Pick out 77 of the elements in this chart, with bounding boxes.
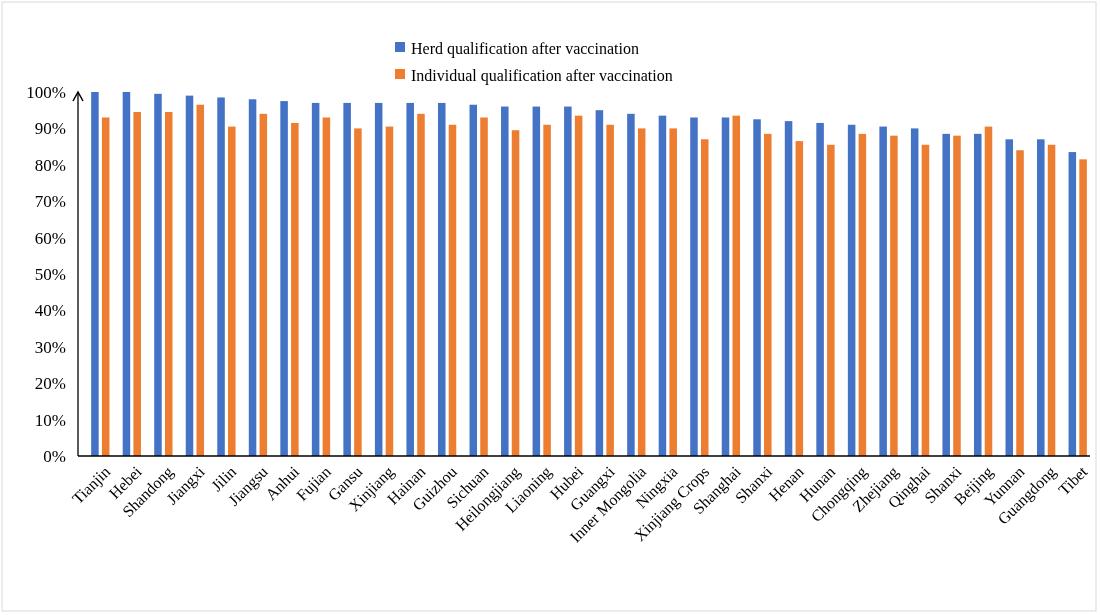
bar xyxy=(101,117,110,456)
bar xyxy=(291,122,299,456)
y-tick-label: 90% xyxy=(34,119,66,139)
bar xyxy=(816,122,824,456)
bar xyxy=(217,97,225,456)
bar xyxy=(511,130,520,456)
bar xyxy=(280,101,288,456)
bar xyxy=(669,128,677,456)
bar xyxy=(154,93,162,456)
bar xyxy=(448,124,457,456)
bar xyxy=(753,119,761,456)
y-tick-label: 50% xyxy=(34,264,66,284)
y-tick-label: 30% xyxy=(34,337,66,357)
bar xyxy=(1079,159,1087,456)
bar xyxy=(732,115,741,456)
bar xyxy=(501,106,509,456)
bar xyxy=(921,144,930,456)
y-tick-label: 70% xyxy=(34,192,66,212)
bar xyxy=(784,121,793,456)
y-tick-label: 0% xyxy=(43,446,66,466)
legend-label: Individual qualification after vaccination xyxy=(411,66,673,85)
bar xyxy=(658,115,667,456)
y-tick-label: 20% xyxy=(34,374,66,394)
bar xyxy=(721,117,730,456)
bar xyxy=(606,124,614,456)
bar xyxy=(543,124,551,456)
bar xyxy=(354,128,362,456)
bar xyxy=(627,113,635,456)
bar xyxy=(228,126,236,456)
bar xyxy=(595,110,604,456)
bar xyxy=(942,133,950,456)
bar xyxy=(1047,144,1056,456)
bar xyxy=(890,135,898,456)
y-tick-label: 80% xyxy=(34,155,66,175)
bar xyxy=(879,126,887,456)
bar xyxy=(374,102,383,456)
bar xyxy=(574,115,583,456)
bar xyxy=(690,117,698,456)
bar xyxy=(795,141,804,456)
bar xyxy=(1037,139,1045,456)
bar xyxy=(973,133,982,456)
bar xyxy=(417,113,425,456)
bar xyxy=(406,102,414,456)
bar xyxy=(847,124,856,456)
y-tick-label: 60% xyxy=(34,228,66,248)
bar xyxy=(196,104,205,456)
bar xyxy=(764,133,772,456)
bar xyxy=(564,106,572,456)
bar xyxy=(164,112,173,456)
bar xyxy=(700,139,709,456)
bar xyxy=(385,126,394,456)
bar xyxy=(343,102,351,456)
bar xyxy=(322,117,331,456)
bar xyxy=(910,128,919,456)
bar xyxy=(1005,139,1014,456)
bar xyxy=(984,126,993,456)
bar xyxy=(532,106,541,456)
bar xyxy=(311,102,320,456)
y-tick-label: 40% xyxy=(34,301,66,321)
bar xyxy=(185,95,194,456)
bar xyxy=(437,102,446,456)
bar xyxy=(91,92,99,456)
bar xyxy=(953,135,961,456)
bar xyxy=(637,128,646,456)
bar xyxy=(133,112,141,456)
bar xyxy=(480,117,488,456)
bar xyxy=(259,113,268,456)
y-tick-label: 100% xyxy=(26,82,66,102)
legend-label: Herd qualification after vaccination xyxy=(411,39,639,58)
bar xyxy=(1068,152,1077,456)
bar xyxy=(827,144,835,456)
bar xyxy=(469,104,478,456)
bar xyxy=(1016,150,1024,456)
bar xyxy=(122,92,131,456)
bar xyxy=(858,133,867,456)
y-tick-label: 10% xyxy=(34,410,66,430)
bar xyxy=(248,99,257,456)
